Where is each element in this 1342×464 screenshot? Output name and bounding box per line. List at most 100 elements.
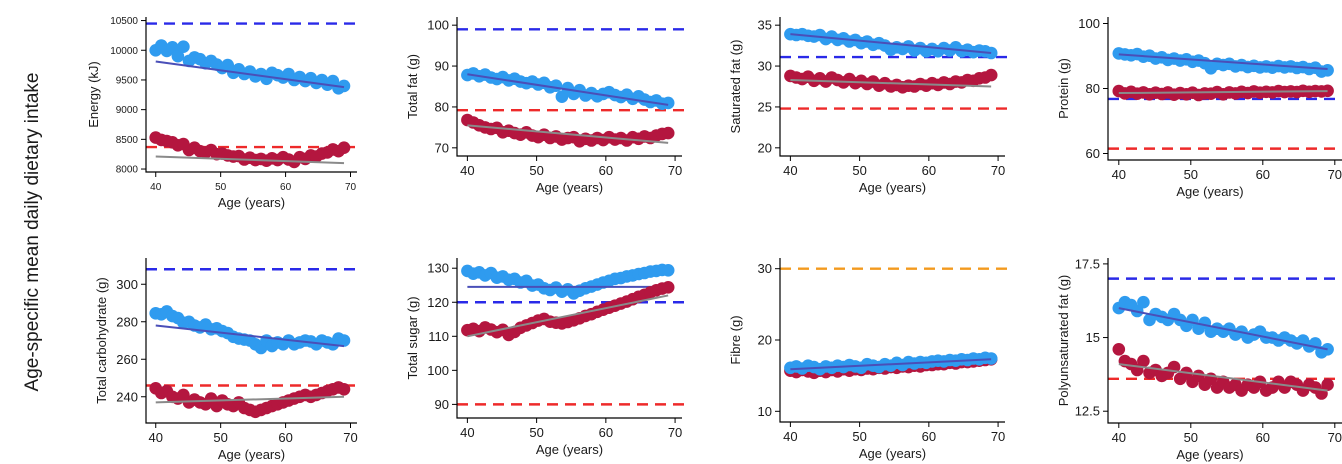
trend-line	[790, 358, 992, 371]
y-tick-label: 70	[435, 140, 449, 155]
y-tick-label: 110	[428, 329, 449, 344]
axis-frame	[145, 258, 357, 424]
x-tick-label: 70	[1328, 430, 1342, 445]
data-point	[1137, 354, 1150, 368]
series-2	[784, 68, 998, 94]
y-tick-label: 90	[435, 59, 449, 74]
data-point	[1321, 378, 1334, 392]
x-tick-label: 60	[280, 182, 292, 193]
series-2	[461, 281, 675, 342]
data-point	[171, 49, 185, 63]
y-axis-title: Protein (g)	[1056, 58, 1071, 119]
figure-title: Age-specific mean daily dietary intake	[22, 73, 43, 392]
chart-panel-fibre: 10 20 30 40 50 60 70 Age (years) Fibre (g)	[728, 258, 1009, 461]
x-axis-title: Age (years)	[1176, 184, 1243, 199]
y-tick-label: 9500	[116, 75, 139, 86]
x-axis-title: Age (years)	[1176, 447, 1243, 462]
y-tick-label: 8500	[116, 135, 139, 146]
trend-line	[1118, 90, 1328, 95]
y-tick-label: 100	[427, 18, 449, 33]
x-tick-label: 60	[1256, 167, 1270, 182]
x-tick-label: 40	[149, 430, 163, 445]
data-point	[984, 352, 998, 365]
x-tick-label: 40	[1112, 167, 1126, 182]
axis-frame	[1107, 258, 1342, 424]
y-tick-label: 8000	[116, 165, 139, 176]
y-axis-title: Polyunsaturated fat (g)	[1056, 275, 1071, 407]
data-point	[337, 79, 351, 93]
y-tick-label: 240	[116, 389, 138, 404]
y-tick-label: 100	[1078, 16, 1100, 31]
y-tick-label: 280	[116, 314, 138, 329]
y-tick-label: 80	[1086, 81, 1100, 96]
x-tick-label: 50	[852, 429, 866, 444]
data-point	[1192, 369, 1205, 383]
series-2	[461, 113, 675, 148]
y-tick-label: 12.5	[1075, 404, 1100, 419]
series-2	[1112, 343, 1334, 400]
x-tick-label: 60	[922, 429, 936, 444]
y-tick-label: 10500	[110, 16, 138, 27]
x-tick-label: 40	[783, 429, 797, 444]
trend-line	[467, 124, 669, 144]
series-2	[1112, 84, 1334, 102]
series-1	[784, 27, 998, 60]
axis-frame	[779, 258, 1005, 423]
trend-line	[467, 294, 669, 338]
data-point	[337, 141, 351, 154]
data-point	[984, 68, 998, 82]
x-tick-label: 50	[215, 182, 227, 193]
y-tick-label: 60	[1086, 146, 1100, 161]
x-tick-label: 40	[460, 163, 474, 178]
data-point	[661, 96, 675, 110]
x-tick-label: 60	[599, 425, 613, 440]
data-point	[661, 264, 675, 277]
x-tick-label: 60	[278, 430, 292, 445]
y-tick-label: 35	[758, 18, 772, 33]
y-axis-title: Total sugar (g)	[405, 296, 420, 379]
x-tick-label: 60	[599, 163, 613, 178]
x-tick-label: 40	[460, 425, 474, 440]
series-1	[461, 67, 675, 110]
trend-line	[155, 395, 345, 404]
data-point	[1321, 64, 1334, 77]
data-point	[984, 46, 998, 60]
y-tick-label: 10000	[110, 46, 138, 57]
chart-panel-protein: 60 80 100 40 50 60 70 Age (years) Protein (g)	[1056, 16, 1342, 199]
y-tick-label: 25	[758, 99, 772, 114]
axis-frame	[145, 17, 357, 173]
x-tick-label: 70	[345, 182, 357, 193]
chart-panel-total-fat: 70 80 90 100 40 50 60 70 Age (years) Total fat (g…	[405, 17, 686, 195]
y-tick-label: 260	[116, 352, 138, 367]
y-axis-title: Saturated fat (g)	[728, 40, 743, 134]
chart-panel-polyunsaturated-fat: 12.5 15 17.5 40 50 60 70 Age (years) Polyunsatur…	[1056, 256, 1342, 462]
series-2	[149, 131, 351, 169]
trend-line	[1118, 363, 1328, 392]
y-tick-label: 100	[427, 363, 449, 378]
data-point	[549, 79, 563, 92]
x-tick-label: 70	[343, 430, 357, 445]
x-axis-title: Age (years)	[536, 180, 603, 195]
chart-panels: 8000 8500 9000 9500 10000 10500 40 50 60 70 Age (y…	[86, 16, 1342, 462]
x-axis-title: Age (years)	[536, 442, 603, 457]
trend-line	[790, 33, 992, 54]
y-tick-label: 300	[116, 277, 138, 292]
y-axis-title: Fibre (g)	[728, 315, 743, 364]
x-tick-label: 40	[783, 163, 797, 178]
y-tick-label: 30	[758, 261, 772, 276]
x-tick-label: 50	[1184, 430, 1198, 445]
y-axis-title: Energy (kJ)	[86, 61, 101, 127]
x-tick-label: 50	[213, 430, 227, 445]
x-tick-label: 50	[529, 425, 543, 440]
trend-line	[1118, 307, 1328, 351]
data-point	[337, 383, 351, 396]
data-point	[661, 126, 675, 140]
x-tick-label: 40	[1112, 430, 1126, 445]
data-point	[1321, 84, 1334, 98]
x-tick-label: 40	[150, 182, 162, 193]
x-tick-label: 70	[1328, 167, 1342, 182]
series-1	[1112, 47, 1334, 78]
y-tick-label: 120	[427, 295, 449, 310]
y-axis-title: Total fat (g)	[405, 54, 420, 119]
trend-line	[1118, 53, 1328, 70]
